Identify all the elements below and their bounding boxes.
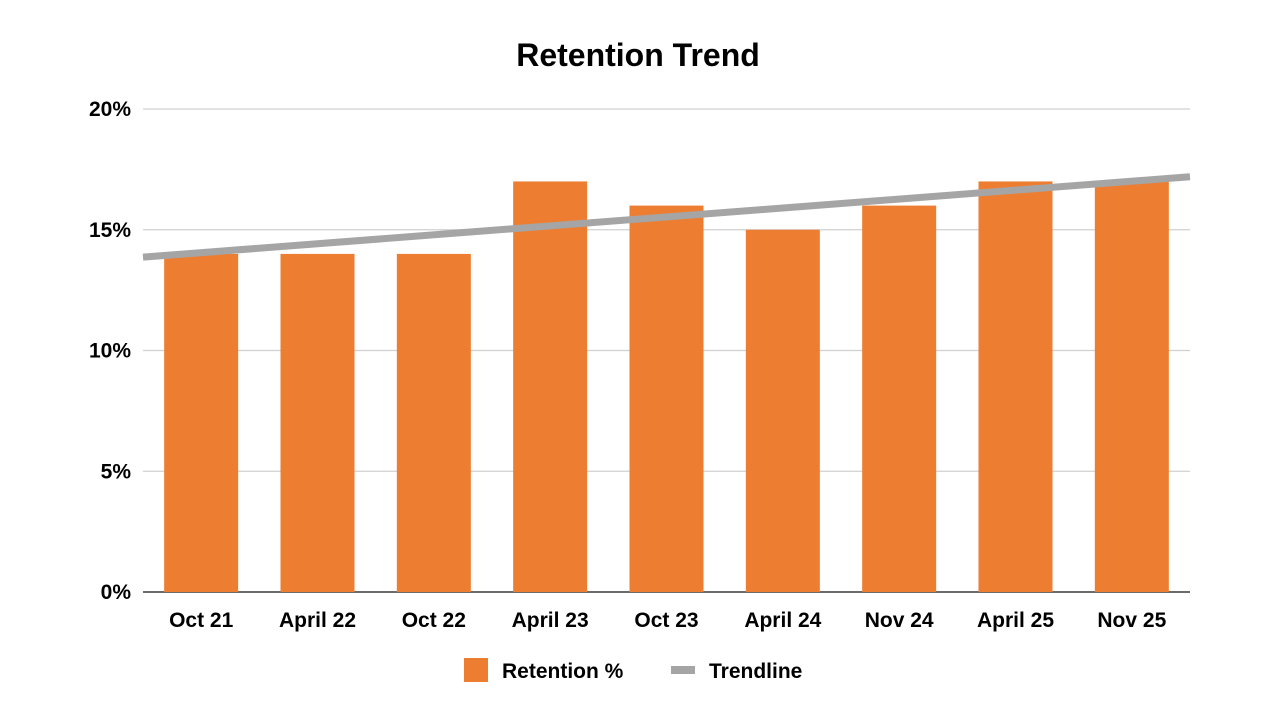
x-tick-label: Nov 25 (1097, 609, 1166, 632)
legend-swatch-trendline (671, 666, 695, 674)
bar-april-25 (978, 181, 1053, 592)
trendline-layer (142, 173, 1191, 261)
bar-oct-23 (629, 205, 704, 592)
x-tick-label: Oct 23 (634, 609, 698, 632)
x-axis-tick-labels: Oct 21 April 22 Oct 22 April 23 Oct 23 April … (169, 609, 1167, 632)
bar-oct-21 (164, 253, 239, 592)
bar-april-23 (513, 181, 588, 592)
legend-label-trendline: Trendline (709, 660, 802, 683)
x-tick-label: April 25 (977, 609, 1054, 632)
y-axis-tick-labels: 0% 5% 10% 15% 20% (89, 98, 131, 604)
bar-oct-22 (396, 253, 471, 592)
y-tick-label: 5% (101, 460, 132, 483)
x-tick-label: Oct 22 (402, 609, 466, 632)
bar-nov-25 (1094, 181, 1169, 592)
y-tick-label: 10% (89, 340, 131, 363)
x-tick-label: April 22 (279, 609, 356, 632)
x-tick-label: April 24 (744, 609, 821, 632)
legend-swatch-retention (464, 658, 488, 682)
bar-nov-24 (862, 205, 937, 592)
chart-legend: Retention % Trendline (464, 658, 802, 683)
bar-april-24 (745, 229, 820, 592)
chart-title: Retention Trend (516, 37, 760, 73)
x-tick-label: Nov 24 (865, 609, 934, 632)
bar-april-22 (280, 253, 355, 592)
legend-label-retention: Retention % (502, 660, 624, 683)
y-tick-label: 0% (101, 581, 132, 604)
y-tick-label: 15% (89, 219, 131, 242)
trendline (142, 173, 1191, 261)
y-tick-label: 20% (89, 98, 131, 121)
retention-bars (164, 181, 1169, 592)
x-tick-label: April 23 (512, 609, 589, 632)
x-tick-label: Oct 21 (169, 609, 234, 632)
